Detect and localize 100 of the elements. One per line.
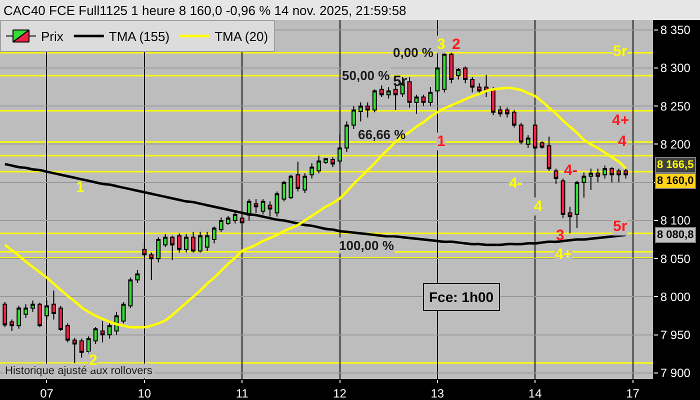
candlestick: [212, 226, 216, 244]
annotation: 100,00 %: [339, 238, 394, 253]
candlestick: [574, 180, 580, 229]
candlestick: [10, 319, 14, 332]
candlestick: [540, 140, 544, 150]
candlestick: [58, 305, 63, 332]
candlestick: [470, 76, 475, 93]
legend-label: TMA (155): [108, 29, 170, 44]
candlestick: [568, 206, 572, 234]
candlestick: [274, 191, 280, 218]
candlestick: [260, 198, 266, 215]
candlestick: [491, 86, 496, 116]
candlestick: [372, 88, 377, 113]
candlestick: [428, 86, 433, 107]
candlestick: [616, 168, 622, 183]
annotation: 2: [452, 36, 460, 53]
candlestick: [232, 210, 238, 224]
candlestick: [324, 157, 328, 165]
candlestick: [596, 168, 600, 183]
candlestick: [170, 235, 175, 261]
candlestick: [38, 302, 42, 328]
text: 8 080,8: [657, 229, 694, 241]
x-tick-label: 07: [40, 386, 54, 400]
candlestick: [477, 82, 482, 96]
y-tick-label: 8 250: [660, 99, 691, 114]
annotation: 5r: [613, 218, 628, 235]
y-tick-label: 8 200: [660, 137, 691, 152]
candlestick: [554, 168, 558, 184]
candlestick: [582, 172, 586, 198]
candlestick: [518, 122, 524, 145]
candlestick: [526, 134, 530, 149]
candlestick: [602, 165, 608, 180]
annotation: 3: [437, 36, 446, 53]
candlestick: [128, 277, 133, 309]
annotation: 5r: [613, 43, 628, 60]
candlestick: [379, 85, 384, 98]
candlestick: [560, 178, 566, 219]
x-tick-label: 17: [626, 386, 640, 400]
y-tick-label: 8 300: [660, 61, 691, 76]
legend-label: Prix: [41, 29, 64, 44]
candlestick: [421, 94, 426, 107]
annotation: 4-: [564, 162, 578, 179]
candlestick: [226, 215, 230, 226]
candlestick: [358, 102, 363, 122]
y-tick-label: 8 050: [660, 252, 691, 266]
candlestick: [546, 136, 552, 172]
candlestick: [30, 300, 35, 312]
annotation: 4: [618, 133, 627, 150]
candlestick: [2, 302, 8, 328]
candlestick: [282, 180, 286, 202]
candlestick: [449, 52, 454, 84]
annotation: 2: [89, 352, 98, 369]
y-tick-label: 7 950: [660, 328, 691, 342]
candlestick: [100, 320, 105, 343]
annotation: 4+: [612, 112, 630, 129]
annotation: 4-: [509, 175, 522, 192]
candlestick: [386, 86, 391, 100]
candlestick: [344, 120, 349, 152]
y-tick-label: 7 900: [660, 366, 691, 380]
candlestick: [191, 231, 196, 253]
candlestick: [442, 50, 447, 93]
candlestick: [288, 174, 294, 200]
candlestick: [504, 107, 510, 118]
candlestick: [330, 156, 335, 168]
annotation: 4: [534, 198, 543, 215]
candlestick: [198, 231, 202, 253]
candlestick: [149, 252, 154, 280]
candlestick: [624, 168, 628, 180]
candlestick: [121, 302, 126, 324]
text: 8 166,5: [657, 159, 694, 171]
candlestick: [135, 270, 140, 284]
candlestick: [365, 102, 370, 118]
x-tick-label: 11: [236, 386, 249, 400]
candlestick: [498, 106, 502, 118]
candlestick: [72, 337, 77, 364]
candlestick: [302, 172, 308, 194]
candlestick: [156, 236, 161, 263]
legend-label: TMA (20): [214, 29, 268, 44]
y-tick-label: 8 100: [660, 214, 691, 228]
y-tick-label: 8 350: [660, 23, 691, 38]
candlestick: [163, 234, 168, 248]
candlestick: [218, 216, 224, 232]
x-tick-label: 10: [138, 386, 152, 400]
annotation: Fce: 1h00: [429, 289, 494, 305]
candlestick: [512, 109, 516, 128]
x-tick-label: 13: [430, 386, 444, 400]
candlestick: [16, 305, 22, 330]
candlestick: [407, 76, 412, 108]
annotation: 1: [437, 133, 446, 150]
text: 8 160,0: [657, 175, 694, 187]
candlestick: [177, 232, 182, 253]
candlestick: [184, 234, 188, 253]
candlestick: [463, 66, 468, 84]
candlestick: [268, 200, 272, 218]
y-tick-label: 8 000: [660, 290, 691, 304]
candlestick: [414, 94, 419, 114]
candlestick: [52, 290, 56, 320]
candlestick: [310, 162, 314, 180]
candlestick: [316, 155, 322, 174]
candlestick: [352, 106, 356, 130]
